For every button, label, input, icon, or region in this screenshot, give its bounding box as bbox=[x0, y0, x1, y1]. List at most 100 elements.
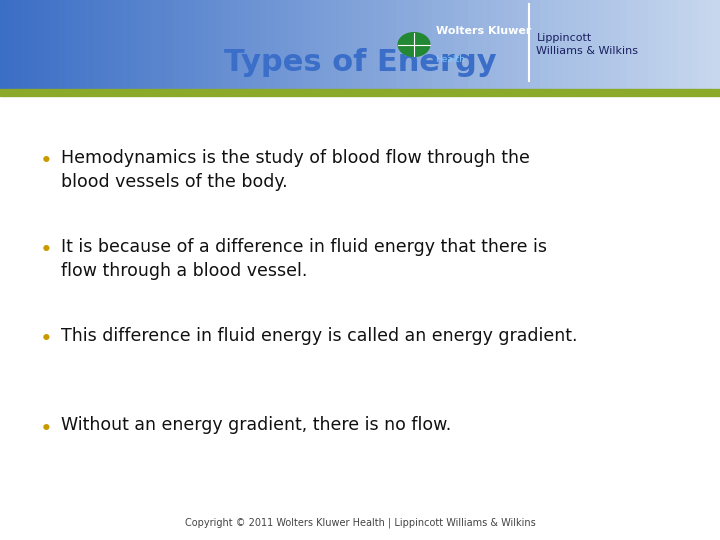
Bar bbox=[144, 0, 151, 89]
Bar bbox=[540, 0, 547, 89]
Bar bbox=[713, 0, 720, 89]
Bar bbox=[374, 0, 382, 89]
Text: •: • bbox=[40, 151, 53, 171]
Bar bbox=[670, 0, 677, 89]
Bar bbox=[266, 0, 274, 89]
Bar bbox=[677, 0, 684, 89]
Bar bbox=[245, 0, 252, 89]
Bar bbox=[0, 89, 720, 96]
Bar bbox=[684, 0, 691, 89]
Bar bbox=[29, 0, 36, 89]
Bar bbox=[396, 0, 403, 89]
Bar bbox=[259, 0, 266, 89]
Bar bbox=[295, 0, 302, 89]
Bar bbox=[58, 0, 65, 89]
Bar bbox=[634, 0, 641, 89]
Text: Wolters Kluwer: Wolters Kluwer bbox=[436, 26, 531, 36]
Bar bbox=[662, 0, 670, 89]
Bar bbox=[598, 0, 605, 89]
Bar bbox=[158, 0, 166, 89]
Text: Hemodynamics is the study of blood flow through the
blood vessels of the body.: Hemodynamics is the study of blood flow … bbox=[61, 149, 530, 191]
Bar bbox=[590, 0, 598, 89]
Bar bbox=[526, 0, 533, 89]
Bar bbox=[439, 0, 446, 89]
Text: Copyright © 2011 Wolters Kluwer Health | Lippincott Williams & Wilkins: Copyright © 2011 Wolters Kluwer Health |… bbox=[184, 517, 536, 528]
Bar bbox=[79, 0, 86, 89]
Bar bbox=[418, 0, 425, 89]
Bar bbox=[655, 0, 662, 89]
Bar bbox=[410, 0, 418, 89]
Bar bbox=[317, 0, 324, 89]
Bar bbox=[346, 0, 353, 89]
Bar bbox=[36, 0, 43, 89]
Bar bbox=[302, 0, 310, 89]
Bar bbox=[0, 0, 7, 89]
Bar bbox=[490, 0, 497, 89]
Circle shape bbox=[398, 32, 430, 56]
Bar bbox=[108, 0, 115, 89]
Bar bbox=[137, 0, 144, 89]
Bar bbox=[641, 0, 648, 89]
Bar bbox=[101, 0, 108, 89]
Bar bbox=[50, 0, 58, 89]
Bar bbox=[230, 0, 238, 89]
Bar bbox=[338, 0, 346, 89]
Bar bbox=[252, 0, 259, 89]
Bar bbox=[562, 0, 569, 89]
Bar bbox=[403, 0, 410, 89]
Bar bbox=[454, 0, 461, 89]
Bar bbox=[331, 0, 338, 89]
Bar bbox=[310, 0, 317, 89]
Text: It is because of a difference in fluid energy that there is
flow through a blood: It is because of a difference in fluid e… bbox=[61, 238, 547, 280]
Bar bbox=[389, 0, 396, 89]
Bar bbox=[691, 0, 698, 89]
Bar bbox=[151, 0, 158, 89]
Text: •: • bbox=[40, 329, 53, 349]
Bar bbox=[94, 0, 101, 89]
Bar bbox=[324, 0, 331, 89]
Bar bbox=[367, 0, 374, 89]
Bar bbox=[511, 0, 518, 89]
Text: •: • bbox=[40, 418, 53, 438]
Text: Without an energy gradient, there is no flow.: Without an energy gradient, there is no … bbox=[61, 416, 451, 434]
Bar bbox=[7, 0, 14, 89]
Text: •: • bbox=[40, 240, 53, 260]
Bar bbox=[209, 0, 216, 89]
Bar bbox=[612, 0, 619, 89]
Bar bbox=[461, 0, 468, 89]
Bar bbox=[569, 0, 576, 89]
Bar bbox=[353, 0, 360, 89]
Bar bbox=[533, 0, 540, 89]
Bar bbox=[547, 0, 554, 89]
Bar bbox=[554, 0, 562, 89]
Bar bbox=[86, 0, 94, 89]
Bar bbox=[576, 0, 583, 89]
Bar bbox=[288, 0, 295, 89]
Bar bbox=[122, 0, 130, 89]
Bar bbox=[14, 0, 22, 89]
Bar bbox=[706, 0, 713, 89]
Bar bbox=[72, 0, 79, 89]
Bar bbox=[432, 0, 439, 89]
Bar bbox=[223, 0, 230, 89]
Bar bbox=[65, 0, 72, 89]
Bar bbox=[187, 0, 194, 89]
Bar bbox=[497, 0, 504, 89]
Bar bbox=[115, 0, 122, 89]
Bar bbox=[583, 0, 590, 89]
Bar bbox=[626, 0, 634, 89]
Bar bbox=[281, 0, 288, 89]
Bar bbox=[475, 0, 482, 89]
Bar bbox=[504, 0, 511, 89]
Bar bbox=[698, 0, 706, 89]
Bar bbox=[194, 0, 202, 89]
Bar bbox=[468, 0, 475, 89]
Bar bbox=[180, 0, 187, 89]
Text: Lippincott
Williams & Wilkins: Lippincott Williams & Wilkins bbox=[536, 33, 639, 56]
Bar bbox=[202, 0, 209, 89]
Bar bbox=[274, 0, 281, 89]
Bar bbox=[619, 0, 626, 89]
Bar bbox=[446, 0, 454, 89]
Bar bbox=[216, 0, 223, 89]
Bar bbox=[382, 0, 389, 89]
